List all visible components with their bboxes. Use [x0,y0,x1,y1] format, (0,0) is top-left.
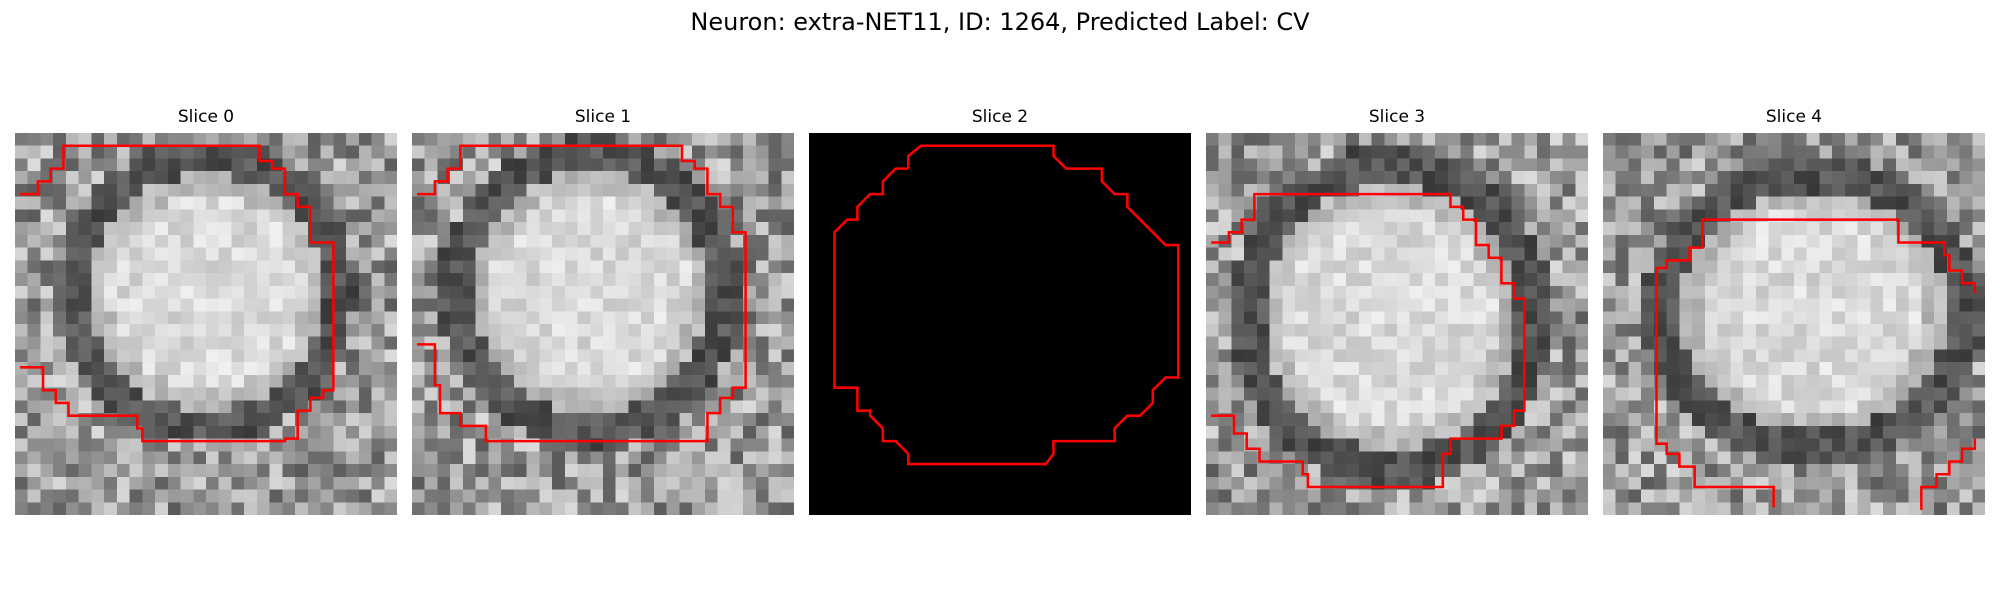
cell-contour-4-lower-left [1655,438,1775,508]
cell-contour-3 [1211,192,1526,489]
slice-panel-1: Slice 1 [412,107,794,515]
slice-image-0 [15,133,397,515]
slice-image-3 [1206,133,1588,515]
cell-contour-0 [20,144,335,443]
slice-panel-0: Slice 0 [15,107,397,515]
slice-title-0: Slice 0 [177,107,235,127]
slice-title-2: Slice 2 [971,107,1029,127]
slice-image-1 [412,133,794,515]
figure-title: Neuron: extra-NET11, ID: 1264, Predicted… [690,8,1310,36]
slice-title-1: Slice 1 [574,107,632,127]
slice-title-4: Slice 4 [1765,107,1823,127]
cell-contour-4 [1655,218,1977,439]
slice-image-4 [1603,133,1985,515]
cell-contour-4-lower-right [1920,438,1977,510]
cell-contour-1 [417,144,747,443]
slice-panel-2: Slice 2 [809,107,1191,515]
slice-title-3: Slice 3 [1368,107,1426,127]
slice-panel-3: Slice 3 [1206,107,1588,515]
cell-contour-2 [833,144,1180,466]
slice-panel-4: Slice 4 [1603,107,1985,515]
slice-image-2 [809,133,1191,515]
